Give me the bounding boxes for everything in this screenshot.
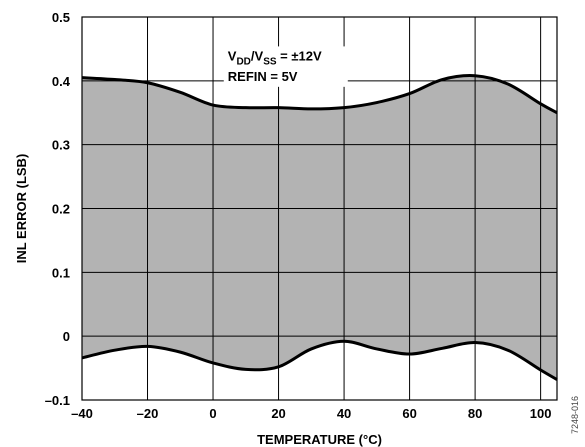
annotation-vdd-sub: DD: [236, 56, 250, 67]
annotation-line-1: VDD/VSS = ±12V: [228, 48, 322, 67]
annotation: VDD/VSS = ±12V REFIN = 5V: [223, 46, 348, 87]
series-lines: [81, 74, 558, 381]
error-band-fill: [82, 75, 557, 380]
x-axis-label: TEMPERATURE (°C): [257, 432, 382, 447]
x-tick-label: 100: [530, 406, 552, 421]
y-tick-label: –0.1: [45, 393, 70, 408]
y-tick-label: 0.2: [52, 202, 70, 217]
y-tick-label: 0.1: [52, 265, 70, 280]
x-tick-label: 60: [402, 406, 416, 421]
x-tick-label: 80: [468, 406, 482, 421]
x-tick-labels: –40 –20 0 20 40 60 80 100: [71, 406, 551, 421]
annotation-vss-sub: SS: [263, 56, 277, 67]
annotation-voltage: = ±12V: [277, 48, 322, 63]
annotation-slash-v: /V: [251, 48, 264, 63]
plot-frame: [81, 16, 558, 401]
x-tick-label: 20: [271, 406, 285, 421]
y-tick-label: 0: [63, 329, 70, 344]
y-tick-label: 0.5: [52, 10, 70, 25]
x-tick-label: –40: [71, 406, 93, 421]
y-tick-label: 0.4: [52, 74, 71, 89]
annotation-line-2: REFIN = 5V: [228, 69, 298, 84]
x-tick-label: –20: [137, 406, 159, 421]
lower-bound-line: [81, 339, 558, 381]
upper-bound-line: [81, 74, 558, 115]
x-tick-label: 40: [337, 406, 351, 421]
error-band: [82, 75, 557, 380]
y-tick-labels: –0.1 0 0.1 0.2 0.3 0.4 0.5: [45, 10, 71, 408]
y-axis-label: INL ERROR (LSB): [14, 154, 29, 264]
y-tick-label: 0.3: [52, 138, 70, 153]
x-tick-label: 0: [209, 406, 216, 421]
annotation-vdd-v: V: [228, 48, 237, 63]
annotation-background: [223, 46, 348, 87]
figure-id: 7248-016: [570, 396, 580, 434]
